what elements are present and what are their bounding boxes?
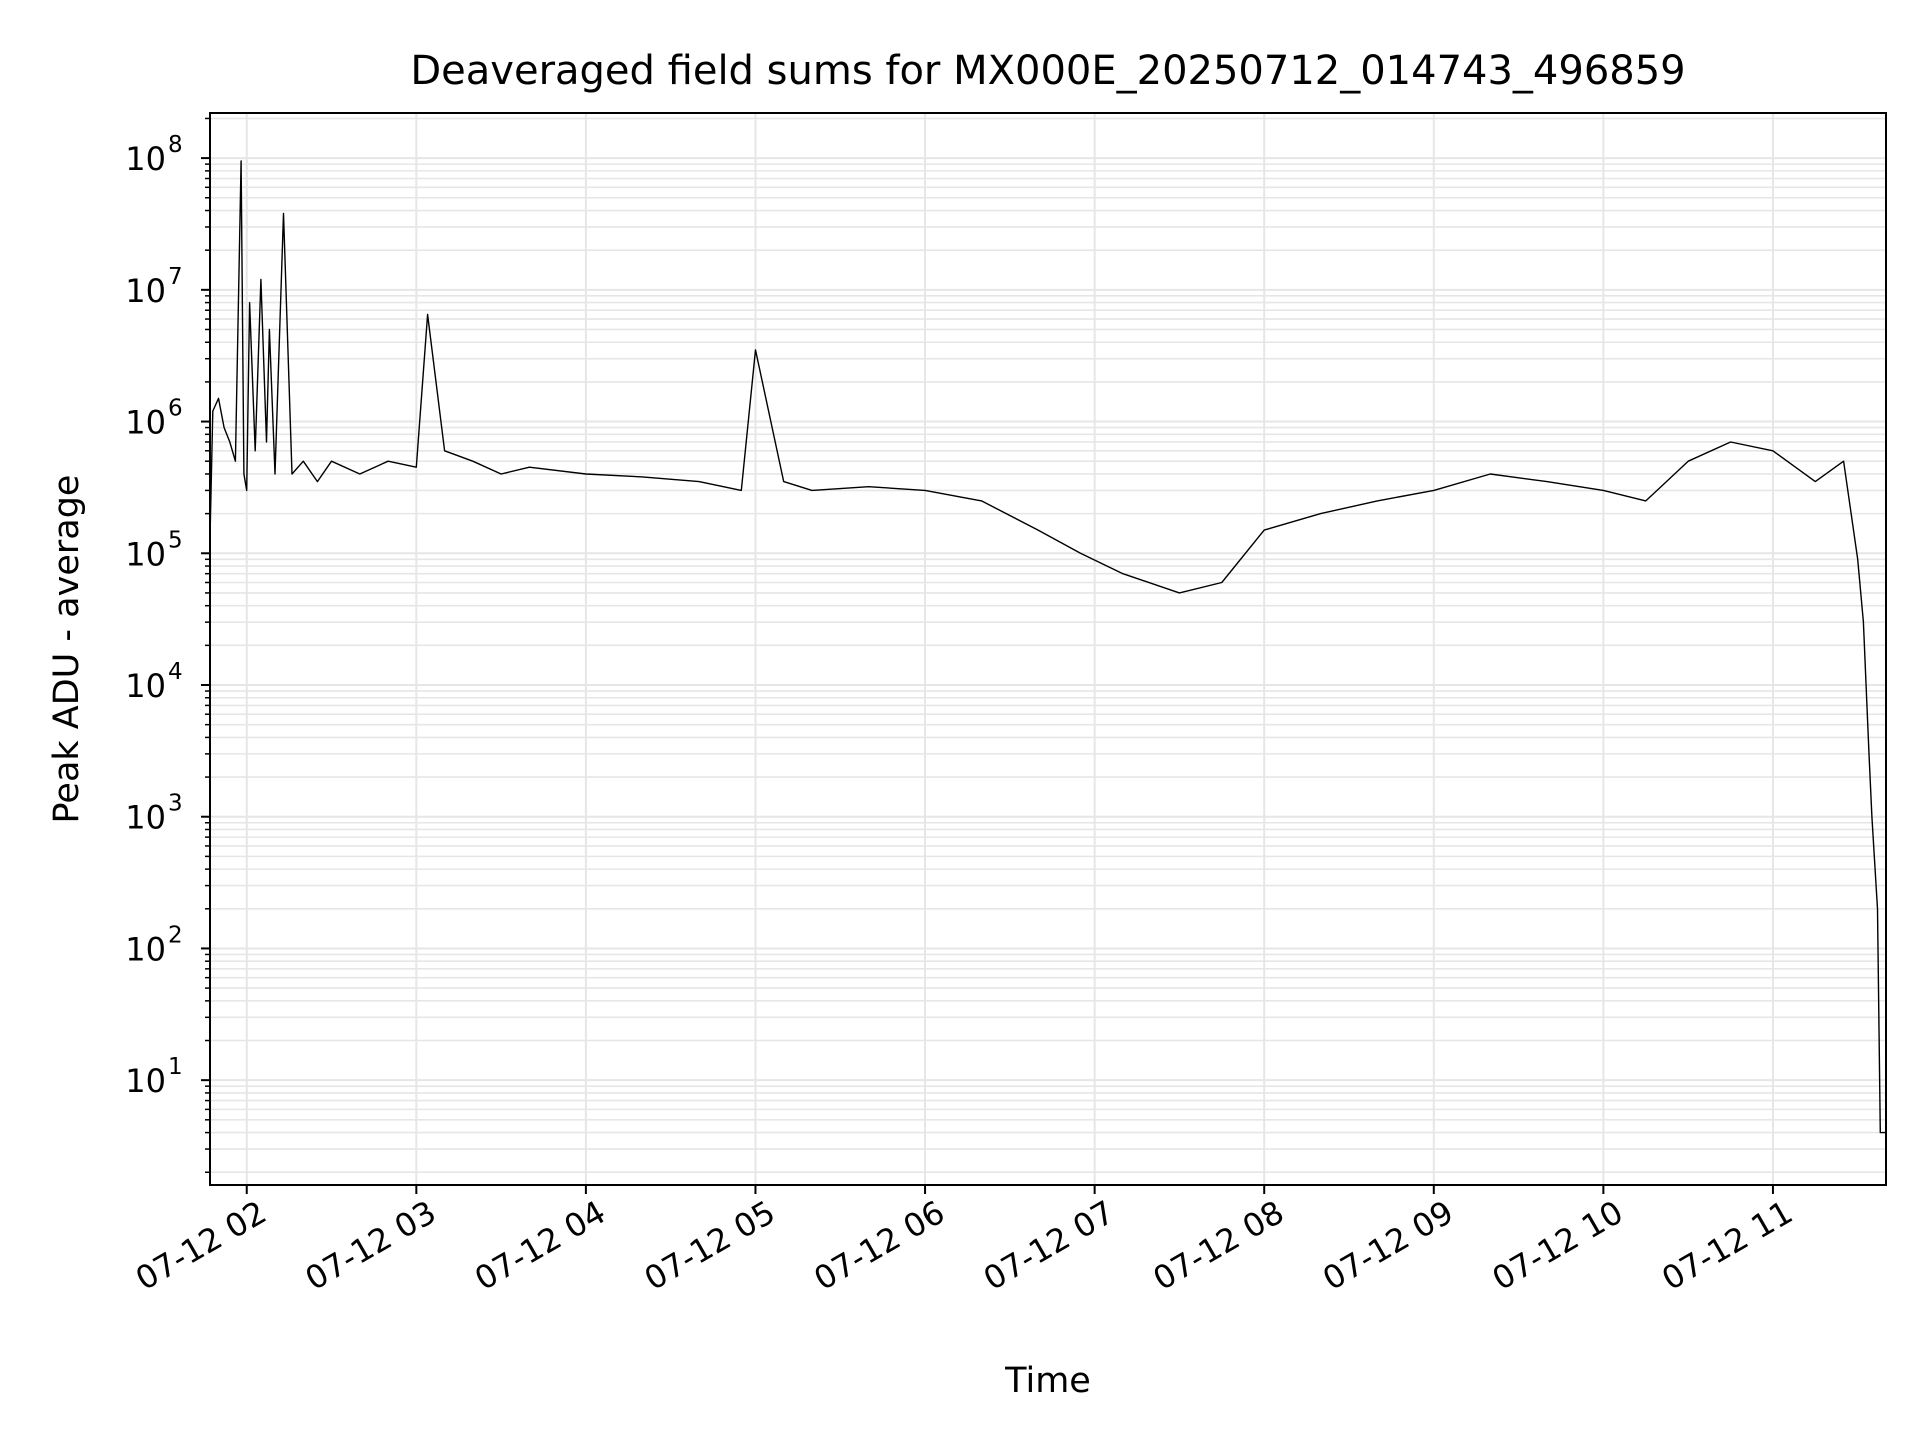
line-layer bbox=[209, 160, 1886, 1134]
y-tick-label: 10 bbox=[125, 404, 166, 442]
y-tick-label: 10 bbox=[125, 535, 166, 573]
plot-frame bbox=[209, 112, 1887, 1186]
y-tick-label: 10 bbox=[125, 799, 166, 837]
y-tick-label: 10 bbox=[125, 930, 166, 968]
y-tick-exponent: 6 bbox=[168, 396, 183, 422]
y-tick-exponent: 7 bbox=[168, 264, 183, 290]
y-tick-label: 10 bbox=[125, 140, 166, 178]
y-tick-exponent: 2 bbox=[168, 922, 183, 948]
y-tick-label: 10 bbox=[125, 667, 166, 705]
grid-layer bbox=[210, 113, 1886, 1185]
chart-title: Deaveraged field sums for MX000E_2025071… bbox=[410, 48, 1685, 94]
y-tick-exponent: 1 bbox=[168, 1054, 183, 1080]
y-tick-exponent: 3 bbox=[168, 791, 183, 817]
series-line bbox=[209, 160, 1886, 1134]
y-tick-exponent: 4 bbox=[168, 659, 183, 685]
y-tick-exponent: 5 bbox=[168, 527, 183, 553]
y-tick-label: 10 bbox=[125, 272, 166, 310]
y-tick-label: 10 bbox=[125, 1062, 166, 1100]
y-axis-label: Peak ADU - average bbox=[47, 475, 87, 824]
x-axis-label: Time bbox=[1004, 1361, 1091, 1401]
y-tick-exponent: 8 bbox=[168, 132, 183, 158]
